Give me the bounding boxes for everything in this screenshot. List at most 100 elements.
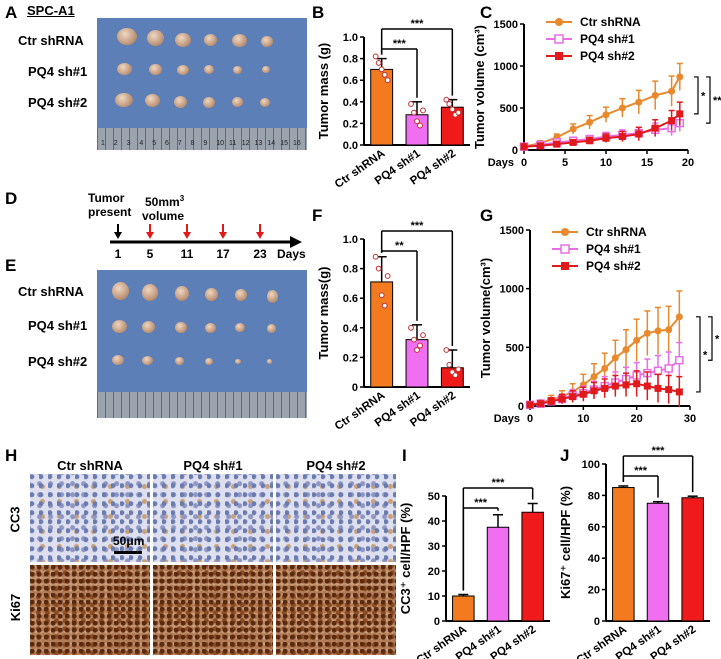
y-tick-label: 1.0 [343, 234, 358, 246]
y-tick-label: 20 [428, 566, 440, 578]
legend-label: PQ4 sh#1 [580, 32, 635, 46]
x-tick-label: 10 [577, 413, 589, 425]
data-point [586, 137, 594, 145]
ihc-image-ki67-sh2 [276, 565, 396, 655]
y-tick-label: 1500 [494, 19, 518, 31]
timeline: Tumor present 50mm3 volume 1 5 11 17 23 Days [88, 191, 306, 261]
panel-letter-h: H [5, 446, 18, 465]
panel-letter-b: B [312, 3, 325, 22]
data-point [443, 347, 450, 353]
data-point [675, 388, 683, 396]
data-point [651, 91, 659, 99]
y-tick-label: 0 [434, 616, 440, 628]
x-tick-label: 30 [684, 413, 696, 425]
data-point [622, 381, 630, 389]
data-point [520, 143, 528, 151]
y-tick-label: 100 [582, 459, 600, 471]
data-point [420, 332, 426, 339]
significance-label: *** [492, 477, 506, 489]
x-axis-label: Days [494, 413, 520, 425]
y-tick-label: 30 [428, 541, 440, 553]
data-point [558, 395, 566, 403]
legend-label: Ctr shRNA [586, 225, 647, 239]
y-tick-label: 40 [428, 516, 440, 528]
ihc-col-sh1: PQ4 sh#1 [183, 458, 243, 473]
data-point [618, 133, 626, 141]
ruler-number: 9 [203, 140, 208, 147]
bar [405, 339, 429, 388]
data-point [611, 354, 619, 362]
data-point [408, 324, 414, 331]
data-point [676, 73, 684, 81]
data-point [569, 393, 577, 401]
ihc-col-ctr: Ctr shRNA [57, 458, 123, 473]
data-point [633, 336, 641, 344]
panel-letter-c: C [480, 3, 493, 22]
tumor-photo-e [97, 270, 307, 418]
legend-label: PQ4 sh#2 [586, 259, 641, 273]
data-point [668, 87, 676, 95]
ihc-image-cc3-sh1 [153, 474, 273, 562]
tumor-photo-a: 1 2 3 4 5 6 7 8 9 10 11 12 13 14 15 16 [97, 18, 307, 150]
data-point [443, 96, 450, 103]
data-point [635, 98, 643, 106]
significance-label: ** [395, 240, 404, 252]
data-point [446, 361, 453, 368]
data-point [569, 125, 577, 133]
y-tick-label: 10 [428, 591, 440, 603]
y-axis-label: Tumor mass(g) [316, 267, 331, 360]
data-point [384, 77, 391, 84]
bar [612, 487, 635, 622]
ruler-number: 7 [177, 140, 182, 147]
data-point [664, 364, 673, 373]
bar [681, 497, 704, 622]
data-point [676, 110, 684, 118]
ihc-image-cc3-sh2 [276, 474, 396, 562]
panel-letter-d: D [5, 189, 18, 208]
x-tick-label: 15 [641, 157, 653, 169]
bar [646, 502, 670, 622]
y-tick-label: 1.0 [343, 32, 358, 44]
ihc-row-cc3: CC3 [7, 506, 23, 533]
y-tick-label: 80 [588, 490, 600, 502]
data-point [590, 373, 598, 381]
x-tick-label: 20 [682, 157, 694, 169]
ruler-number: 12 [241, 140, 250, 147]
timeline-arrowhead-small [183, 232, 191, 239]
y-tick-label: 0.8 [343, 264, 358, 276]
y-axis-label: Tumor mass (g) [316, 43, 331, 140]
significance-label: ** [713, 95, 721, 107]
data-point [372, 53, 379, 60]
y-tick-label: 0.2 [343, 352, 358, 364]
data-point [547, 397, 555, 405]
timeline-arrowhead-small [256, 232, 264, 239]
y-tick-label: 0 [352, 382, 358, 394]
significance-bracket [708, 316, 713, 361]
legend-label: PQ4 sh#1 [586, 242, 641, 256]
y-axis-label: Tumor volume (cm³) [472, 25, 487, 149]
significance-label: *** [474, 497, 488, 509]
significance-label: *** [652, 445, 666, 457]
significance-label: * [701, 90, 706, 102]
data-point [633, 380, 641, 388]
y-tick-label: 0.4 [343, 323, 359, 335]
ruler-number: 5 [152, 140, 157, 147]
data-point [449, 106, 456, 113]
row-label-sh1-e: PQ4 sh#1 [28, 318, 88, 333]
timeline-day-label: 1 [115, 247, 122, 261]
ruler-number: 1 [101, 140, 105, 147]
legend-label: Ctr shRNA [580, 15, 641, 29]
data-point [618, 104, 626, 112]
data-point [381, 302, 388, 309]
data-point [378, 292, 385, 299]
legend-marker [555, 18, 563, 26]
data-point [411, 109, 417, 116]
data-point [375, 265, 382, 272]
ihc-row-ki67: Ki67 [8, 593, 24, 622]
data-point [569, 138, 577, 146]
legend-label: PQ4 sh#2 [580, 49, 635, 63]
data-point [675, 313, 683, 321]
panel-letter-e: E [5, 256, 17, 275]
ruler-number: 10 [216, 140, 224, 147]
